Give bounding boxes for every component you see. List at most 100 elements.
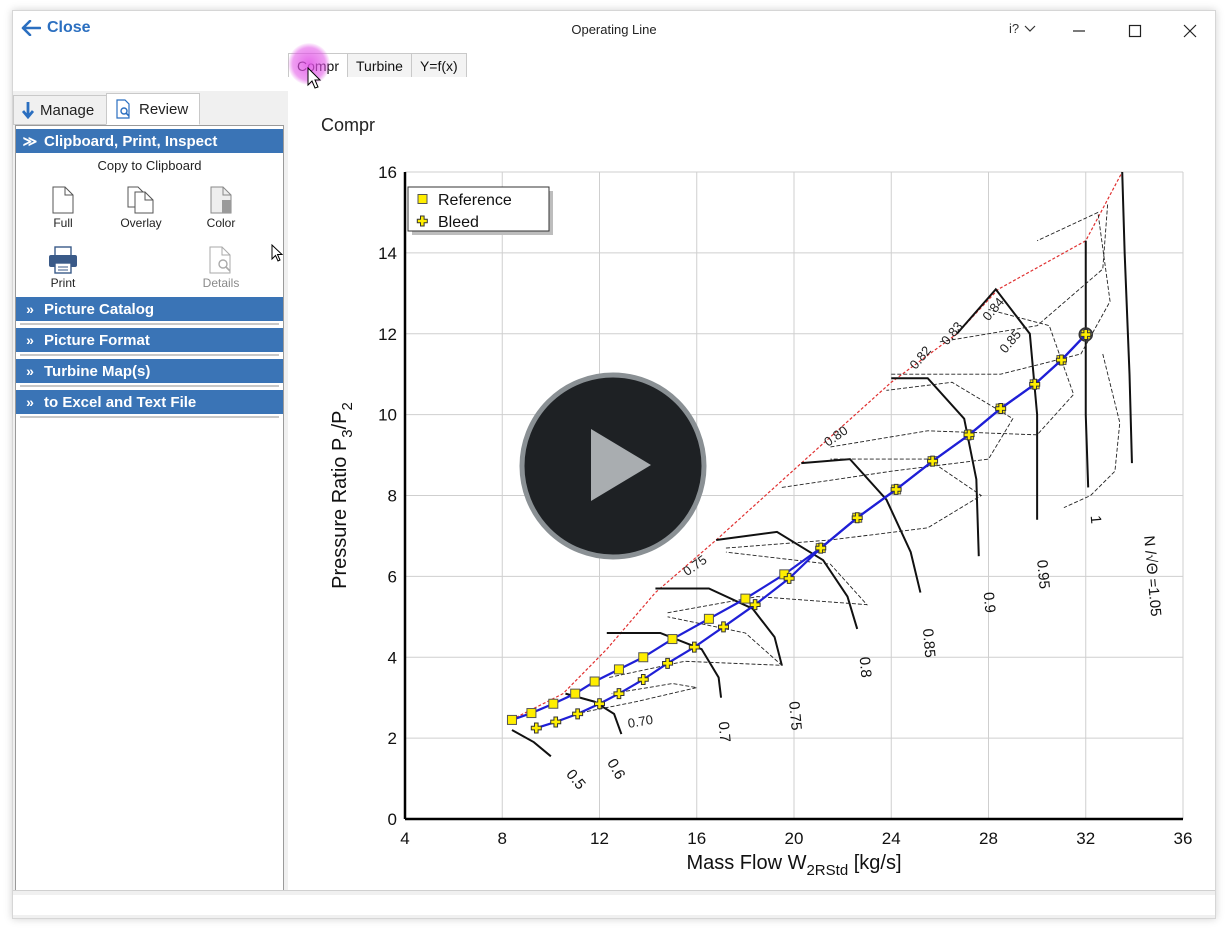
details-button[interactable]: Details	[191, 244, 251, 290]
copy-overlay-label: Overlay	[120, 216, 162, 230]
y-tick-label: 8	[388, 487, 397, 506]
compressor-map-lines	[506, 171, 1133, 758]
section-divider	[20, 354, 279, 356]
speed-line	[606, 631, 723, 698]
data-point-bleed	[572, 708, 584, 720]
chevron-right-double-icon: »	[26, 301, 34, 317]
tab-manage-label: Manage	[40, 101, 95, 119]
data-point-bleed	[963, 429, 975, 441]
section-turbine-maps[interactable]: » Turbine Map(s)	[16, 359, 283, 383]
data-point-bleed	[783, 572, 795, 584]
efficiency-label: 0.82	[906, 343, 934, 372]
data-point-reference	[548, 698, 559, 709]
speed-line-label: 0.75	[785, 701, 804, 732]
play-button[interactable]	[518, 371, 708, 561]
copy-color-button[interactable]: Color	[191, 184, 251, 230]
data-point-bleed	[594, 698, 605, 710]
review-sidebar: ≫ Clipboard, Print, Inspect Copy to Clip…	[15, 125, 284, 892]
tab-review-label: Review	[139, 100, 189, 118]
legend-label: Bleed	[438, 214, 479, 231]
efficiency-line	[1063, 353, 1121, 509]
efficiency-line	[891, 211, 1111, 375]
data-point-bleed	[637, 673, 649, 685]
speed-line	[716, 530, 859, 630]
speed-line-label: 0.5	[562, 766, 588, 793]
x-tick-label: 32	[1076, 829, 1095, 848]
window-title: Operating Line	[571, 22, 657, 37]
chevron-right-double-icon: »	[26, 332, 34, 348]
printer-icon	[49, 246, 77, 274]
x-tick-label: 36	[1174, 829, 1193, 848]
chevron-down-double-icon: ≫	[22, 132, 38, 149]
data-point-reference	[589, 676, 600, 687]
y-tick-label: 6	[388, 567, 397, 586]
data-point-reference	[570, 688, 581, 699]
speed-line-label: 0.95	[1033, 559, 1052, 590]
tab-turbine[interactable]: Turbine	[347, 53, 412, 77]
chevron-down-icon	[1024, 25, 1036, 32]
graph-title: Compr	[321, 115, 376, 135]
chevron-right-double-icon: »	[26, 363, 34, 379]
mouse-pointer-icon	[271, 244, 284, 262]
chart-series	[506, 327, 1093, 734]
design-point-marker	[1078, 327, 1093, 342]
y-axis-title: Pressure Ratio P3/P2	[329, 402, 356, 589]
section-divider	[20, 385, 279, 387]
data-point-bleed	[749, 599, 761, 611]
speed-line-label: 0.8	[856, 656, 875, 678]
section-picture-format[interactable]: » Picture Format	[16, 328, 283, 352]
copy-full-button[interactable]: Full	[33, 184, 93, 230]
speed-line	[1121, 171, 1133, 464]
print-button[interactable]: Print	[33, 244, 93, 290]
efficiency-label: 0.83	[938, 319, 966, 348]
tab-manage[interactable]: Manage	[13, 95, 109, 125]
data-point-reference	[740, 593, 751, 604]
x-tick-label: 4	[400, 829, 409, 848]
y-tick-label: 2	[388, 729, 397, 748]
data-point-bleed	[688, 641, 700, 653]
minimize-button[interactable]	[1059, 17, 1099, 45]
title-bar: Close Operating Line i?	[13, 11, 1215, 51]
legend-marker	[417, 194, 428, 204]
chart-legend: Reference Bleed	[407, 186, 553, 235]
speed-line	[801, 458, 922, 593]
x-tick-label: 28	[979, 829, 998, 848]
copy-overlay-button[interactable]: Overlay	[111, 184, 171, 230]
tab-review[interactable]: Review	[106, 93, 200, 125]
efficiency-line	[939, 204, 1109, 343]
efficiency-line	[781, 381, 1014, 488]
section-clipboard-print-inspect[interactable]: ≫ Clipboard, Print, Inspect	[16, 129, 283, 153]
legend-box	[407, 186, 550, 232]
data-point-bleed	[815, 542, 827, 554]
y-tick-label: 12	[378, 325, 397, 344]
speed-line	[891, 377, 980, 557]
data-point-bleed	[530, 722, 542, 734]
speed-line-label: 0.7	[715, 721, 734, 743]
surge-line	[506, 171, 1123, 723]
efficiency-label: 0.85	[996, 327, 1024, 356]
speed-line	[1084, 240, 1090, 488]
close-window-button[interactable]	[1170, 17, 1210, 45]
close-button[interactable]: Close	[21, 19, 91, 37]
data-point-bleed	[717, 621, 729, 633]
copy-color-label: Color	[206, 216, 236, 230]
data-point-bleed	[1080, 329, 1092, 341]
tab-yfx[interactable]: Y=f(x)	[410, 53, 467, 77]
maximize-button[interactable]	[1115, 17, 1155, 45]
section-picture-catalog[interactable]: » Picture Catalog	[16, 297, 283, 321]
speed-line-label: 0.6	[603, 756, 628, 783]
help-button[interactable]: i?	[1009, 21, 1036, 36]
speed-line-label: 0.85	[919, 628, 938, 659]
maximize-icon	[1128, 24, 1142, 38]
y-tick-label: 14	[378, 244, 397, 263]
data-point-bleed	[1055, 354, 1067, 366]
help-label: i?	[1009, 21, 1020, 36]
x-tick-label: 16	[687, 829, 706, 848]
speed-line-label: 0.9	[980, 591, 999, 613]
section-excel-text-file[interactable]: » to Excel and Text File	[16, 390, 283, 414]
graph-panel: Compr 4 8 12 16 20 24 28 32 36 0 2 4 6 8 10 12 14 16 Mass…	[288, 81, 1215, 890]
efficiency-line	[575, 683, 697, 715]
section-label: Clipboard, Print, Inspect	[44, 132, 218, 150]
legend-label: Reference	[438, 192, 512, 209]
